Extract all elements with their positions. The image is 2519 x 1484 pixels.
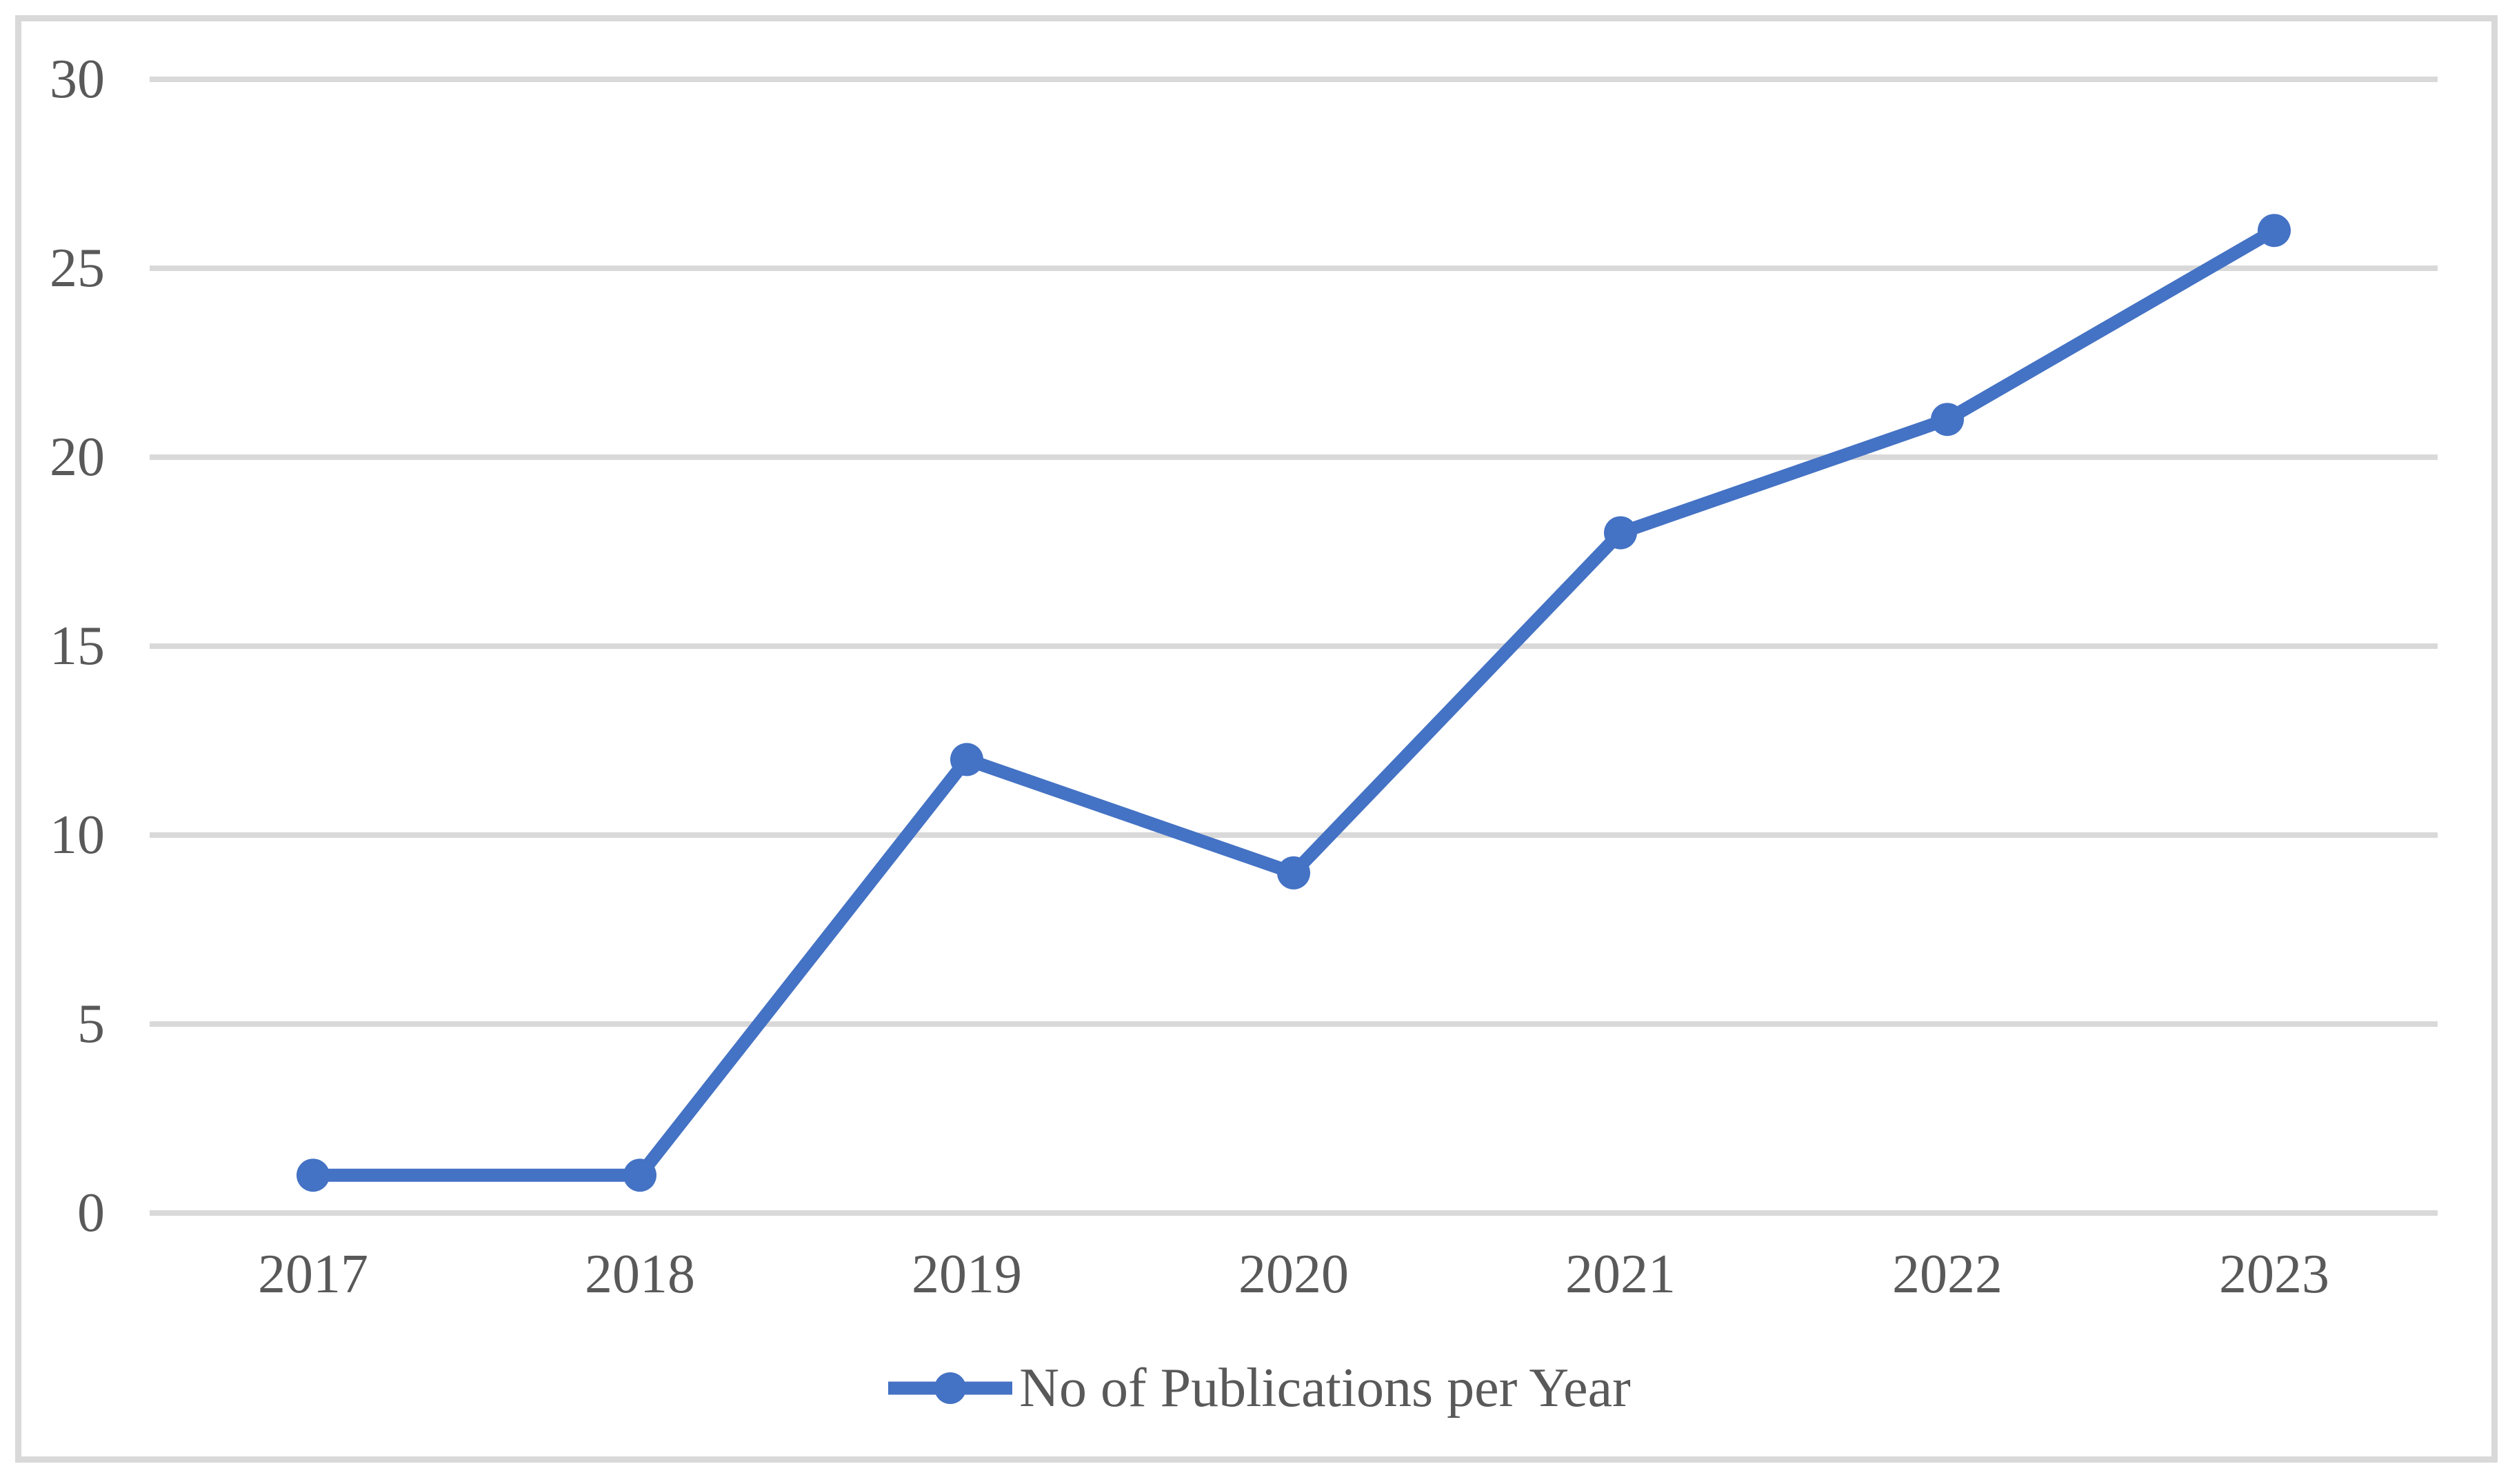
data-point-marker <box>2258 214 2291 248</box>
series-line <box>306 223 2281 1182</box>
x-axis-label: 2019 <box>912 1244 1022 1305</box>
x-axis-label: 2017 <box>258 1244 368 1305</box>
y-axis-label: 10 <box>50 805 105 865</box>
y-axis-tick-labels: 0 5 10 15 20 25 30 <box>50 49 105 1243</box>
x-axis-tick-labels: 2017 2018 2019 2020 2021 2022 2023 <box>258 1244 2329 1305</box>
x-axis-label: 2018 <box>585 1244 695 1305</box>
y-axis-label: 20 <box>50 427 105 488</box>
legend: No of Publications per Year <box>0 1350 2519 1426</box>
gridlines-group <box>150 77 2438 1216</box>
x-axis-label: 2021 <box>1565 1244 1676 1305</box>
series-group <box>297 214 2291 1192</box>
y-axis-label: 30 <box>50 49 105 110</box>
x-axis-label: 2020 <box>1238 1244 1349 1305</box>
legend-label: No of Publications per Year <box>1019 1358 1631 1418</box>
data-point-marker <box>1604 516 1637 550</box>
data-point-marker <box>1931 403 1964 437</box>
data-point-marker <box>1277 856 1310 890</box>
data-point-marker <box>950 743 983 776</box>
y-axis-label: 15 <box>50 616 105 676</box>
y-axis-label: 0 <box>77 1183 105 1243</box>
x-axis-label: 2022 <box>1892 1244 2003 1305</box>
x-axis-label: 2023 <box>2219 1244 2329 1305</box>
data-point-marker <box>623 1159 656 1192</box>
y-axis-label: 5 <box>77 994 105 1054</box>
legend-marker-icon <box>888 1372 1013 1404</box>
data-point-marker <box>297 1159 330 1192</box>
y-axis-label: 25 <box>50 238 105 299</box>
